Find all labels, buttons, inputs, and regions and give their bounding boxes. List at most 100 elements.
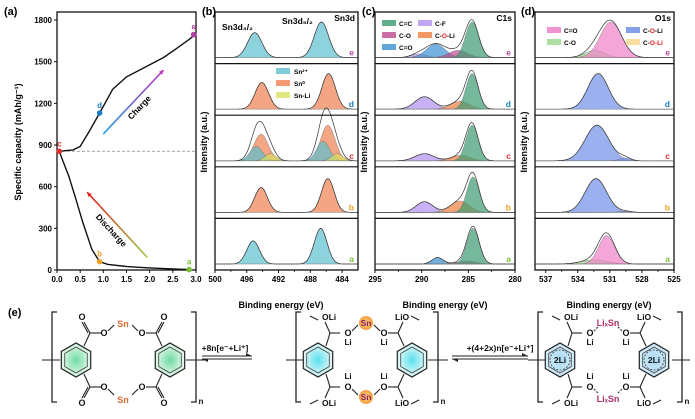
spectrum-label-a: a xyxy=(349,254,354,264)
spectrum-label-c: c xyxy=(506,151,511,161)
spectrum-c: c xyxy=(375,114,515,162)
component-c-o xyxy=(535,235,674,265)
bond xyxy=(639,386,646,399)
bond xyxy=(324,321,331,334)
lio-group: LiO xyxy=(637,398,652,408)
component-sn xyxy=(215,178,358,213)
oli-group: OLi xyxy=(322,312,336,322)
component-c-o-li xyxy=(535,178,674,213)
x-tick-label: 537 xyxy=(539,275,553,284)
ring-2li-left: 2Li xyxy=(554,355,566,365)
bond xyxy=(351,324,359,332)
x-tick-label: 496 xyxy=(240,275,254,284)
bond xyxy=(639,321,646,334)
legend-swatch-c-c xyxy=(382,20,396,26)
spectrum-label-d: d xyxy=(665,99,670,109)
x-tick-label: 1.0 xyxy=(98,275,110,284)
bond xyxy=(639,332,647,347)
fit-envelope xyxy=(375,122,515,162)
fit-envelope xyxy=(375,171,515,213)
point-c xyxy=(56,148,63,155)
benzene-ring-left-inner xyxy=(64,346,88,374)
y-tick-label: 1800 xyxy=(34,16,52,25)
o-atom: O xyxy=(344,328,351,338)
y-tick-label: 0 xyxy=(48,266,53,275)
x-tick-label: 290 xyxy=(415,275,429,284)
ester-o: O xyxy=(138,382,145,392)
bond xyxy=(107,324,115,332)
lixsn-top: LiₓSn xyxy=(597,318,620,328)
component-c-o-li xyxy=(375,101,515,110)
sn-atom-bottom: Sn xyxy=(361,392,372,402)
benzene-ring-left-inner xyxy=(548,346,572,374)
fit-envelope xyxy=(215,21,358,58)
li-atom: Li xyxy=(622,372,629,381)
sn-sphere-top xyxy=(359,316,373,330)
spectrum-d: d xyxy=(375,62,515,110)
panel-title: C1s xyxy=(496,13,512,23)
benzene-ring-right-inner xyxy=(400,346,424,374)
benzene-ring-left xyxy=(60,342,92,378)
bond xyxy=(157,321,165,334)
legend-label-c-o: C=O xyxy=(399,45,413,52)
component-c-c xyxy=(375,124,515,161)
y-tick-label: 300 xyxy=(39,224,53,233)
legend-swatch-sn xyxy=(276,80,290,86)
carbonyl-o: O xyxy=(78,312,85,322)
legend-label-c-o: C-O xyxy=(399,33,411,40)
o-atom: O xyxy=(586,382,593,392)
o-atom: O xyxy=(344,382,351,392)
sn-sphere-bottom xyxy=(359,390,373,404)
panel-b-label: (b) xyxy=(202,6,216,18)
spectrum-d: d xyxy=(535,62,674,110)
x-tick-label: 525 xyxy=(667,275,681,284)
benzene-ring-left-inner xyxy=(306,346,330,374)
spectrum-b: b xyxy=(375,166,515,213)
bond xyxy=(410,399,420,405)
spectrum-label-a: a xyxy=(506,254,511,264)
legend-label-sn: Sn²⁺ xyxy=(294,69,308,76)
legend-swatch-c-o-li-2 xyxy=(626,27,640,33)
x-tick-label: 528 xyxy=(635,275,649,284)
benzene-ring-right xyxy=(154,342,186,378)
li-atom: Li xyxy=(344,338,351,347)
spectrum-a: a xyxy=(375,217,515,265)
x-tick-label: 0.5 xyxy=(75,275,87,284)
legend-swatch-c-o-li-3 xyxy=(626,39,640,45)
bond xyxy=(397,321,404,334)
point-b xyxy=(96,258,103,265)
carbonyl-o: O xyxy=(160,312,167,322)
legend-swatch-sn-li xyxy=(276,92,290,98)
spectrum-label-d: d xyxy=(349,99,354,109)
benzene-ring-right-inner xyxy=(642,346,666,374)
molecule-1-subscript-n: n xyxy=(199,397,204,406)
li-atom: Li xyxy=(586,372,593,381)
panel-e-scheme: (e) nOOSnOOOOSnOO+8n[e⁻+Li⁺]nOLiOLiSnOLi… xyxy=(8,307,690,408)
component-c-c xyxy=(375,73,515,110)
bond xyxy=(83,332,91,347)
legend-label-c-o-1: C-O xyxy=(564,40,576,47)
spectrum-b: b xyxy=(535,166,674,213)
component-c-o-li xyxy=(535,73,674,110)
bond xyxy=(593,388,599,394)
reaction-arrow-2-head xyxy=(522,353,528,356)
spectrum-label-d: d xyxy=(506,99,511,109)
bond xyxy=(351,388,359,396)
bond xyxy=(639,373,647,388)
spectrum-e: e xyxy=(375,19,515,58)
o-atom: O xyxy=(622,328,629,338)
bond xyxy=(155,386,163,399)
reaction-arrow-1-head xyxy=(246,353,252,356)
bond xyxy=(652,315,662,321)
bond xyxy=(397,373,405,388)
bond xyxy=(397,386,404,399)
x-tick-label: 280 xyxy=(508,275,522,284)
legend-label-sn: Sn⁰ xyxy=(294,80,305,88)
spectrum-e: e xyxy=(215,21,358,58)
x-tick-label: 295 xyxy=(368,275,382,284)
sn-atom-bottom: Sn xyxy=(117,395,129,405)
x-tick-label: 3.0 xyxy=(190,275,202,284)
legend-swatch-c-o-0 xyxy=(547,27,561,33)
panel-c-label: (c) xyxy=(362,6,376,18)
lio-group: LiO xyxy=(395,312,410,322)
